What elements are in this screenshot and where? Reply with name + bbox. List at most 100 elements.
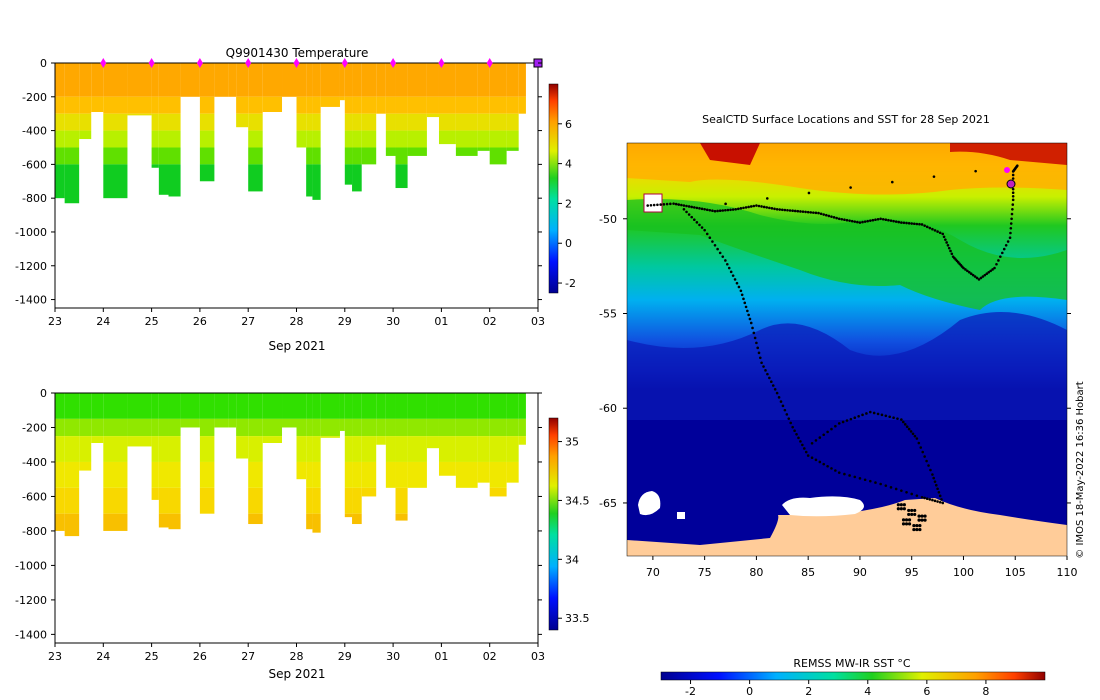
track-point <box>913 434 917 438</box>
salinity-cell <box>407 393 427 419</box>
salinity-cell <box>339 418 345 431</box>
track-point <box>764 369 767 372</box>
temperature-cell <box>312 113 321 131</box>
temperature-cell <box>168 113 181 131</box>
track-point <box>843 472 846 476</box>
salinity-cell <box>151 487 159 500</box>
temperature-cell <box>91 63 104 97</box>
salinity-cell <box>214 393 229 419</box>
salinity-cell <box>312 418 321 437</box>
track-point <box>733 278 737 281</box>
salinity-cell <box>103 461 128 488</box>
x-tick-label: 02 <box>483 650 497 663</box>
temperature-cell <box>64 113 80 131</box>
salinity-cell <box>312 436 321 462</box>
temperature-cell <box>312 96 321 114</box>
salinity-cell <box>395 393 408 419</box>
temperature-cell <box>320 63 340 97</box>
track-point <box>861 413 864 417</box>
x-tick-label: 30 <box>386 315 400 328</box>
track-point <box>773 207 776 211</box>
temperature-chart-title: Q9901430 Temperature <box>226 46 369 60</box>
track-point <box>967 270 971 274</box>
temperature-cell <box>91 96 104 112</box>
temperature-cell <box>248 164 263 192</box>
track-point <box>783 408 787 412</box>
track-point <box>905 425 909 429</box>
salinity-cell <box>306 513 313 530</box>
temperature-cell <box>55 164 65 199</box>
track-point <box>1011 203 1015 206</box>
track-point <box>757 351 761 355</box>
temperature-cell <box>158 164 169 195</box>
track-point <box>726 208 730 212</box>
track-point <box>879 482 882 486</box>
temperature-cell <box>103 113 128 131</box>
lat-tick-label: -60 <box>599 402 617 415</box>
track-point <box>806 210 810 214</box>
temperature-cell <box>262 96 283 112</box>
track-point <box>933 480 937 483</box>
track-point <box>1009 222 1013 225</box>
salinity-cell <box>376 418 386 437</box>
track-point <box>793 429 796 433</box>
track-point <box>901 420 905 424</box>
temperature-cell <box>395 164 408 189</box>
track-point <box>997 259 1000 262</box>
salinity-cell <box>395 513 408 521</box>
track-point <box>1000 251 1004 255</box>
track-point <box>884 414 888 418</box>
track-point <box>690 205 694 209</box>
track-point <box>705 232 709 236</box>
salinity-cell <box>312 393 321 419</box>
temperature-cell <box>339 96 345 101</box>
temperature-cell <box>426 113 439 118</box>
salinity-cell <box>506 393 519 419</box>
track-point <box>817 211 820 215</box>
track-point <box>656 203 659 207</box>
track-point <box>950 252 954 256</box>
track-point <box>835 216 838 220</box>
temperature-cell <box>127 63 152 97</box>
track-point <box>861 220 864 224</box>
track-point <box>682 208 686 211</box>
track-point <box>892 416 895 420</box>
x-tick-label: 23 <box>48 315 62 328</box>
track-point <box>809 211 813 214</box>
track-point <box>929 468 932 472</box>
track-point <box>822 433 826 437</box>
salinity-cell <box>127 393 152 419</box>
track-point <box>777 396 781 399</box>
track-point <box>934 483 938 487</box>
y-tick-label: -1000 <box>15 559 47 572</box>
track-point <box>674 202 678 206</box>
y-tick-label: 0 <box>40 57 47 70</box>
salinity-cell <box>262 393 283 419</box>
temperature-cell <box>477 130 490 148</box>
temperature-cell <box>103 164 128 199</box>
x-tick-label: 03 <box>531 650 545 663</box>
track-point <box>692 218 696 222</box>
lon-tick-label: 90 <box>853 566 867 579</box>
temperature-cell <box>506 113 519 131</box>
track-point <box>682 204 686 207</box>
y-tick-label: -400 <box>22 456 47 469</box>
seal-track <box>646 164 1019 532</box>
track-point <box>979 276 983 280</box>
salinity-cell <box>103 487 128 514</box>
temperature-cell <box>395 130 408 148</box>
track-point <box>810 441 814 445</box>
track-point <box>848 219 851 222</box>
temperature-cell <box>296 130 307 148</box>
track-point <box>755 204 758 207</box>
track-point <box>915 222 919 226</box>
track-point <box>837 471 841 474</box>
track-cluster-point <box>920 514 924 518</box>
track-point <box>880 413 884 417</box>
track-point <box>788 209 792 212</box>
track-point <box>933 229 937 232</box>
temperature-cell <box>103 63 128 97</box>
track-point <box>744 305 748 309</box>
map-longitude-axis: 70 75 80 85 90 95 100 105 110 <box>646 556 1078 579</box>
salinity-cell <box>103 393 128 419</box>
